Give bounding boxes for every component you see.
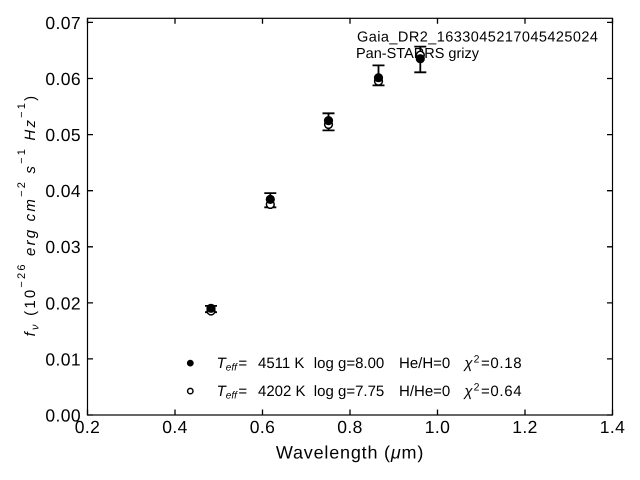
svg-text:0.6: 0.6 (250, 417, 276, 437)
svg-text:0.02: 0.02 (45, 293, 81, 313)
svg-text:0.04: 0.04 (45, 181, 81, 201)
svg-text:Teff=: Teff = (217, 383, 248, 402)
svg-text:0.01: 0.01 (45, 349, 81, 369)
svg-text:log g=7.75: log g=7.75 (314, 383, 384, 400)
svg-text:0.06: 0.06 (45, 69, 81, 89)
svg-text:Teff=: Teff = (217, 355, 248, 374)
svg-text:log g=8.00: log g=8.00 (314, 355, 384, 372)
svg-text:0.03: 0.03 (45, 237, 81, 257)
svg-text:0.8: 0.8 (337, 417, 363, 437)
svg-text:H/He=0: H/He=0 (399, 383, 450, 400)
svg-text:χ: χ (462, 355, 473, 372)
svg-text:1.4: 1.4 (600, 417, 626, 437)
svg-text:He/H=0: He/H=0 (399, 355, 450, 372)
svg-text:2: 2 (474, 382, 480, 394)
svg-text:4511 K: 4511 K (258, 355, 304, 372)
svg-text:=0.18: =0.18 (481, 355, 522, 372)
svg-text:Gaia_DR2_1633045217045425024: Gaia_DR2_1633045217045425024 (357, 30, 598, 46)
svg-text:0.00: 0.00 (45, 405, 81, 425)
svg-text:4202 K: 4202 K (258, 383, 306, 400)
svg-text:0.05: 0.05 (45, 125, 81, 145)
svg-text:=0.64: =0.64 (481, 383, 522, 400)
svg-text:fν (10−26 erg cm−2 s−1 Hz−1): fν (10−26 erg cm−2 s−1 Hz−1) (16, 94, 42, 337)
svg-text:0.4: 0.4 (162, 417, 188, 437)
svg-text:0.07: 0.07 (45, 13, 81, 33)
svg-text:0.2: 0.2 (75, 417, 101, 437)
svg-text:1.0: 1.0 (425, 417, 451, 437)
svg-text:1.2: 1.2 (512, 417, 538, 437)
svg-text:χ: χ (462, 383, 473, 400)
svg-text:Wavelength (μm): Wavelength (μm) (276, 442, 424, 462)
svg-text:2: 2 (474, 354, 480, 366)
